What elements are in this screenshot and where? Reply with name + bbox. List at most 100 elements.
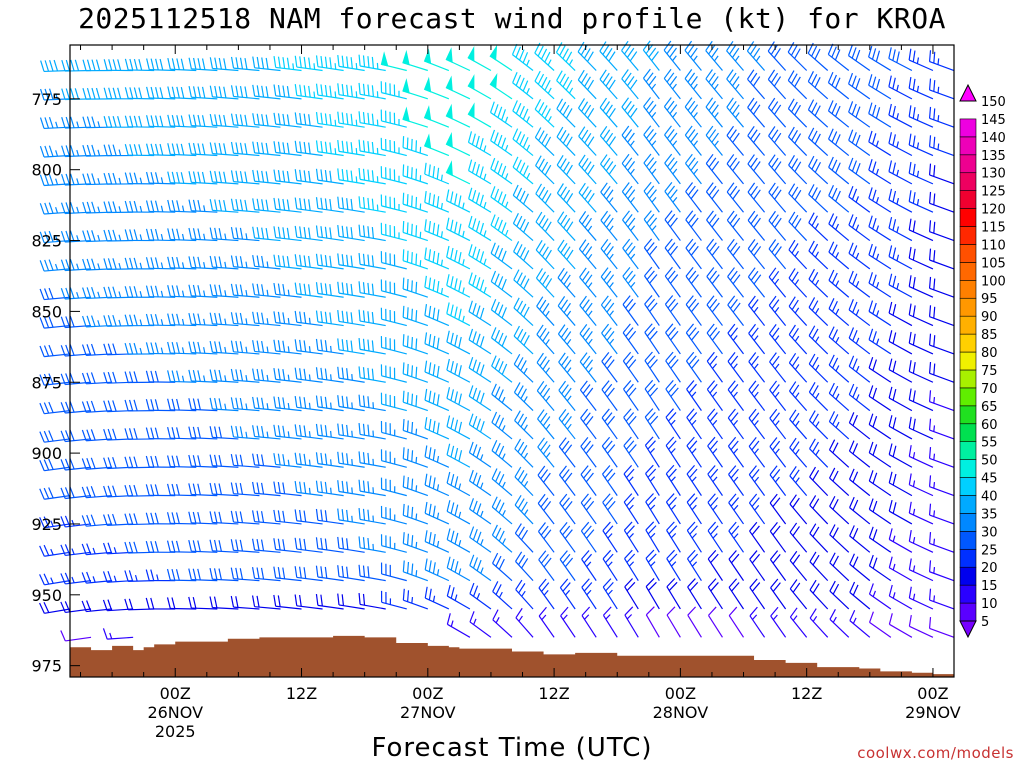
wind-barb — [768, 154, 787, 185]
colorbar-label: 120 — [981, 203, 1006, 218]
wind-barb — [928, 163, 955, 185]
wind-barb — [849, 496, 871, 525]
wind-barb — [888, 443, 913, 468]
wind-barb — [358, 281, 386, 298]
wind-barb — [624, 578, 639, 610]
wind-barb — [252, 198, 281, 213]
wind-barb — [315, 423, 344, 440]
wind-barb — [315, 395, 344, 412]
wind-barb — [39, 316, 71, 329]
wind-barb — [581, 550, 597, 581]
wind-barb — [230, 283, 260, 298]
wind-barb — [188, 85, 218, 100]
wind-barb — [467, 45, 492, 72]
wind-barb — [848, 440, 871, 468]
wind-barb — [380, 51, 407, 72]
colorbar-swatch — [959, 513, 977, 532]
wind-barb — [188, 256, 218, 270]
wind-barb — [602, 606, 618, 638]
wind-barb — [512, 100, 534, 128]
wind-barb — [81, 457, 113, 470]
colorbar-swatch — [959, 459, 977, 478]
wind-barb — [445, 103, 471, 128]
wind-barb — [684, 125, 702, 156]
wind-barb — [556, 70, 576, 100]
wind-barb — [209, 284, 239, 298]
wind-barb — [60, 429, 92, 443]
wind-barb — [888, 528, 913, 553]
wind-barb — [600, 154, 618, 185]
wind-barb — [769, 493, 787, 525]
wind-barb — [747, 239, 766, 270]
wind-barb — [468, 300, 492, 327]
wind-barb — [424, 417, 450, 440]
wind-barb — [145, 200, 176, 213]
wind-barb — [848, 412, 871, 440]
wind-barb — [705, 153, 723, 185]
wind-barb — [167, 256, 197, 270]
wind-barb — [337, 423, 365, 440]
wind-barb — [538, 550, 555, 581]
wind-barb — [209, 85, 239, 100]
wind-barb — [467, 102, 492, 128]
wind-barb — [468, 469, 492, 497]
wind-barb — [556, 98, 576, 128]
colorbar-label: 125 — [981, 185, 1006, 200]
wind-barb — [273, 311, 302, 327]
wind-barb — [446, 528, 471, 553]
wind-barb — [599, 125, 618, 156]
y-tick-label: 875 — [31, 373, 62, 392]
colorbar-label: 60 — [981, 418, 998, 433]
wind-barb — [787, 126, 808, 156]
wind-barb — [468, 385, 492, 412]
wind-barb — [849, 610, 871, 638]
colorbar-label: 140 — [981, 131, 1006, 146]
wind-barb — [251, 595, 281, 610]
colorbar-swatch — [959, 154, 977, 174]
x-tick-label: 00Z — [412, 684, 443, 703]
wind-barb — [402, 560, 429, 582]
wind-barb — [888, 245, 913, 270]
colorbar-label: 70 — [981, 382, 998, 397]
wind-barb — [166, 597, 197, 610]
wind-barb — [145, 171, 176, 185]
wind-barb — [578, 239, 597, 270]
wind-barb — [788, 352, 808, 383]
wind-barb — [294, 481, 323, 497]
wind-barb — [380, 590, 407, 610]
wind-barb — [358, 111, 386, 128]
colorbar-swatch — [959, 423, 977, 442]
wind-barb — [747, 125, 766, 156]
wind-barb — [888, 132, 913, 157]
wind-barb — [580, 408, 597, 440]
wind-barb — [908, 76, 934, 100]
wind-barb — [167, 143, 197, 157]
wind-barb — [644, 323, 660, 355]
wind-barb — [39, 601, 71, 614]
y-tick-label: 800 — [31, 161, 62, 180]
wind-barb — [315, 565, 344, 582]
colorbar-swatch — [959, 118, 977, 138]
wind-barb — [315, 225, 344, 242]
wind-barb — [209, 113, 239, 128]
wind-barb — [602, 465, 618, 496]
wind-barb — [315, 338, 344, 355]
wind-barb — [337, 253, 365, 270]
wind-barb — [868, 187, 892, 213]
wind-barb — [685, 351, 702, 383]
wind-barb — [686, 436, 702, 468]
wind-barb — [294, 310, 323, 327]
wind-barb — [167, 199, 197, 213]
wind-barb — [928, 588, 955, 610]
wind-barb — [789, 579, 808, 610]
wind-barb — [849, 525, 871, 553]
wind-barb — [273, 424, 302, 440]
wind-barb — [623, 436, 639, 468]
wind-barb — [623, 493, 639, 525]
wind-barb — [789, 437, 808, 468]
wind-barb — [515, 579, 534, 610]
wind-barb — [209, 369, 239, 383]
wind-barb — [622, 210, 639, 241]
wind-barb — [557, 324, 576, 355]
wind-barb — [645, 577, 660, 610]
